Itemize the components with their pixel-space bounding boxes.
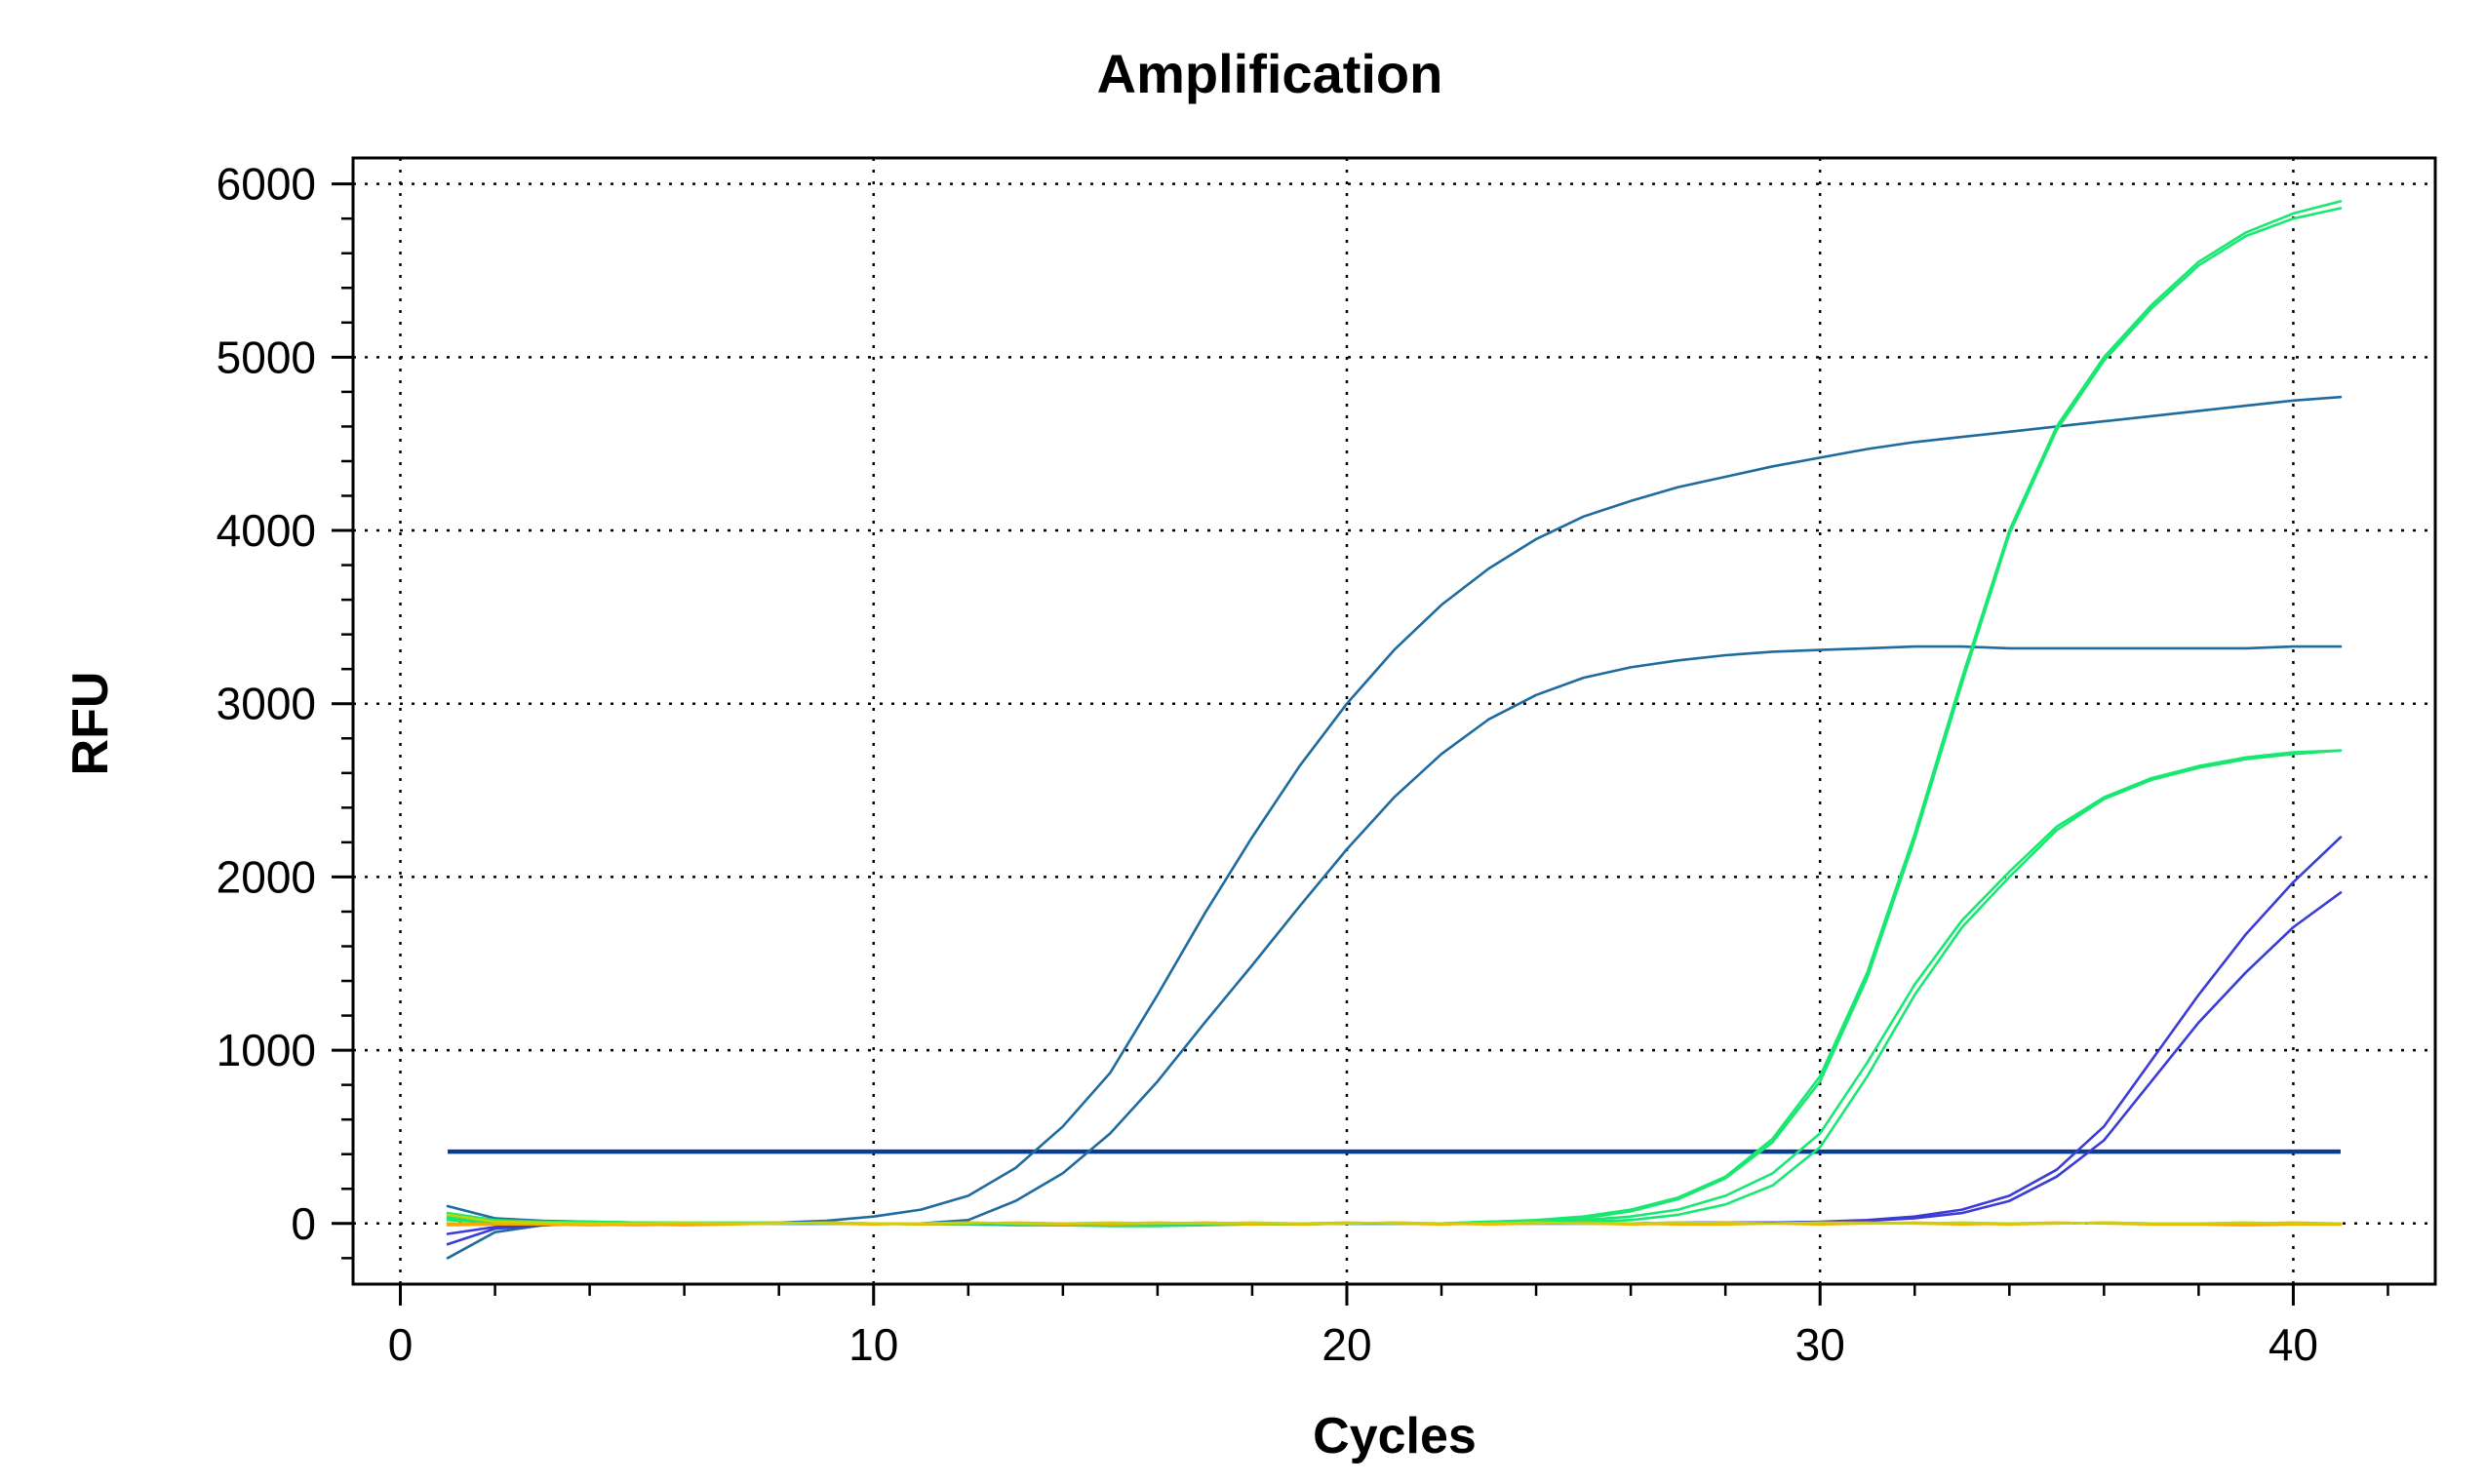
y-tick-label: 2000	[217, 851, 316, 902]
series-line-6	[446, 749, 2343, 1227]
y-tick-label: 3000	[217, 679, 316, 729]
series-line-1	[446, 395, 2343, 1226]
y-tick-label: 6000	[217, 159, 316, 210]
y-tick-label: 5000	[217, 332, 316, 382]
y-tick-label: 1000	[217, 1025, 316, 1075]
x-axis-title: Cycles	[1313, 1408, 1477, 1464]
x-tick-label: 10	[848, 1319, 898, 1370]
axes: 0 10 20 30 40 0 1000 2000 3000 4000 5000 6000	[217, 159, 2389, 1370]
series-line-8	[446, 891, 2343, 1235]
y-tick-label: 0	[291, 1198, 316, 1249]
series-line-3	[446, 200, 2343, 1227]
x-tick-label: 20	[1321, 1319, 1371, 1370]
y-tick-label: 4000	[217, 505, 316, 556]
y-axis-title: RFU	[62, 672, 119, 776]
x-tick-label: 40	[2268, 1319, 2318, 1370]
grid	[353, 158, 2435, 1284]
series-line-5	[446, 749, 2343, 1227]
series-line-11	[446, 1213, 2343, 1226]
series-line-2	[446, 644, 2343, 1260]
x-tick-label: 30	[1795, 1319, 1845, 1370]
chart-title: Amplification	[1097, 43, 1443, 104]
series-line-7	[446, 836, 2343, 1246]
series-line-4	[446, 207, 2343, 1228]
x-tick-label: 0	[388, 1319, 414, 1370]
plot-frame	[351, 156, 2437, 1286]
series-layer	[446, 200, 2343, 1260]
